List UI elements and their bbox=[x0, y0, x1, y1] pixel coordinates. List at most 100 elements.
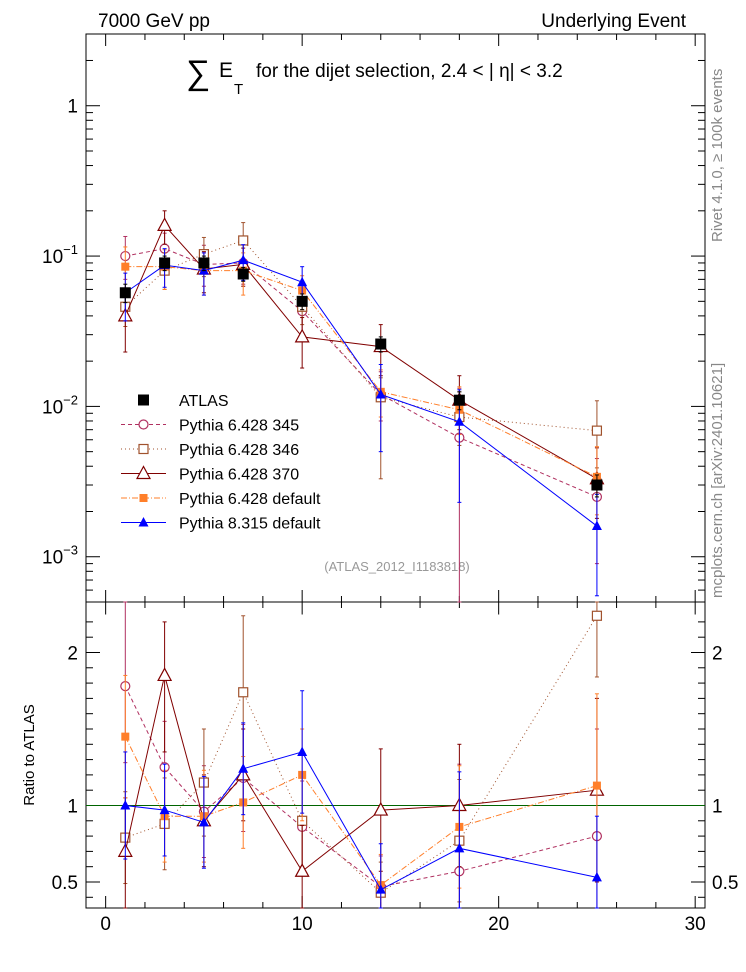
ratio-point bbox=[238, 687, 249, 698]
ratio-series-line bbox=[125, 615, 598, 894]
y-tick-label-ratio-right: 2 bbox=[712, 643, 723, 664]
ratio-series-line bbox=[124, 736, 598, 886]
ratio-ylabel: Ratio to ATLAS bbox=[21, 704, 38, 805]
mc-data-point bbox=[375, 389, 386, 399]
ratio-series-3 bbox=[117, 621, 605, 909]
ratio-point bbox=[159, 804, 170, 815]
y-tick-label-ratio-right: 0.5 bbox=[712, 873, 738, 894]
y-tick-label-exponent: −1 bbox=[63, 242, 78, 257]
atlas-data-point bbox=[198, 257, 210, 269]
legend-marker bbox=[138, 419, 149, 430]
atlas-data-point bbox=[237, 268, 249, 280]
energy-label: 7000 GeV pp bbox=[98, 11, 210, 32]
atlas-data-point bbox=[591, 479, 603, 491]
ratio-point bbox=[120, 799, 131, 810]
legend-label: Pythia 6.428 370 bbox=[179, 467, 299, 484]
legend-marker bbox=[139, 494, 148, 502]
ratio-point bbox=[592, 781, 601, 790]
mc-data-point bbox=[294, 328, 310, 343]
legend-label: Pythia 8.315 default bbox=[179, 516, 321, 533]
ratio-point bbox=[297, 746, 308, 756]
y-tick-label-ratio-left: 0.5 bbox=[52, 873, 78, 894]
ratio-series-2 bbox=[120, 601, 603, 909]
y-tick-label-base: 10 bbox=[42, 247, 63, 268]
title-text: for the dijet selection, 2.4 < | η| < 3.… bbox=[256, 61, 563, 82]
side-label-top: Rivet 4.1.0, ≥ 100k events bbox=[709, 69, 726, 242]
x-tick-label: 0 bbox=[100, 914, 111, 935]
series-line bbox=[124, 224, 598, 480]
title-variable: E bbox=[219, 59, 233, 82]
legend-entry: Pythia 6.428 default bbox=[121, 491, 321, 508]
mc-data-point bbox=[238, 235, 249, 246]
main-series-5 bbox=[120, 244, 602, 597]
legend-label: Pythia 6.428 default bbox=[179, 491, 321, 508]
ratio-point bbox=[591, 871, 602, 882]
legend-marker bbox=[135, 465, 152, 480]
title-subscript: T bbox=[234, 81, 243, 98]
ratio-series-line bbox=[125, 751, 598, 891]
legend-label: Pythia 6.428 345 bbox=[179, 418, 299, 435]
series-line bbox=[125, 248, 598, 498]
y-tick-label-ratio-left: 1 bbox=[67, 796, 78, 817]
series-line bbox=[125, 266, 598, 478]
y-tick-label-main: 10−1 bbox=[42, 242, 78, 268]
ratio-point bbox=[238, 763, 249, 773]
ratio-point bbox=[294, 863, 310, 877]
legend-label: Pythia 6.428 346 bbox=[179, 442, 299, 459]
atlas-data-point bbox=[119, 287, 131, 299]
ratio-point bbox=[373, 801, 389, 816]
legend-entry: Pythia 8.315 default bbox=[121, 516, 321, 533]
ratio-point bbox=[591, 610, 603, 621]
y-tick-label-base: 10 bbox=[42, 397, 63, 418]
legend-marker bbox=[138, 443, 149, 455]
title-sum-symbol: ∑ bbox=[186, 54, 210, 92]
mc-data-point bbox=[157, 217, 173, 231]
y-tick-label-main: 10−3 bbox=[42, 543, 78, 569]
analysis-label: (ATLAS_2012_I1183818) bbox=[324, 559, 470, 574]
atlas-data-point bbox=[296, 295, 308, 307]
mc-data-point bbox=[238, 254, 249, 265]
side-label-bottom: mcplots.cern.ch [arXiv:2401.10621] bbox=[709, 363, 726, 598]
y-tick-label-main: 1 bbox=[67, 97, 78, 118]
mc-data-point bbox=[121, 262, 130, 271]
ratio-series-line bbox=[124, 675, 597, 873]
ratio-point bbox=[454, 842, 465, 853]
x-tick-label: 20 bbox=[488, 914, 509, 935]
series-line bbox=[125, 259, 598, 527]
ratio-series-line bbox=[124, 685, 598, 888]
ratio-series-1 bbox=[120, 601, 603, 909]
y-tick-label-ratio-right: 1 bbox=[712, 796, 723, 817]
mc-data-point bbox=[591, 425, 603, 436]
y-tick-label-exponent: −3 bbox=[63, 543, 78, 558]
x-tick-label: 10 bbox=[292, 914, 313, 935]
y-tick-label-main: 10−2 bbox=[42, 392, 78, 418]
y-tick-label-exponent: −2 bbox=[63, 392, 78, 407]
ratio-point bbox=[375, 884, 386, 894]
ratio-panel-frame bbox=[85, 601, 706, 909]
y-tick-label-ratio-left: 2 bbox=[67, 643, 78, 664]
ratio-series-4 bbox=[121, 674, 601, 909]
legend-entry: Pythia 6.428 346 bbox=[121, 442, 299, 459]
y-tick-label-base: 10 bbox=[42, 548, 63, 569]
legend-entry: Pythia 6.428 370 bbox=[121, 465, 299, 484]
ratio-point bbox=[198, 816, 209, 827]
legend-marker bbox=[138, 517, 149, 527]
mc-data-point bbox=[454, 416, 465, 426]
x-tick-label: 30 bbox=[685, 914, 706, 935]
ratio-point bbox=[121, 732, 130, 741]
legend-marker bbox=[138, 394, 149, 406]
mc-data-point bbox=[297, 276, 308, 287]
ratio-series-5 bbox=[120, 690, 602, 909]
legend-entry: Pythia 6.428 345 bbox=[121, 418, 299, 435]
atlas-data-point bbox=[453, 394, 465, 406]
main-series-0 bbox=[119, 255, 603, 498]
atlas-data-point bbox=[159, 257, 171, 269]
ratio-point bbox=[157, 667, 173, 682]
series-line bbox=[124, 239, 597, 432]
legend-label: ATLAS bbox=[179, 393, 229, 410]
mc-data-point bbox=[591, 520, 602, 531]
atlas-data-point bbox=[375, 338, 387, 350]
process-label: Underlying Event bbox=[541, 11, 686, 32]
legend-entry: ATLAS bbox=[138, 393, 229, 410]
